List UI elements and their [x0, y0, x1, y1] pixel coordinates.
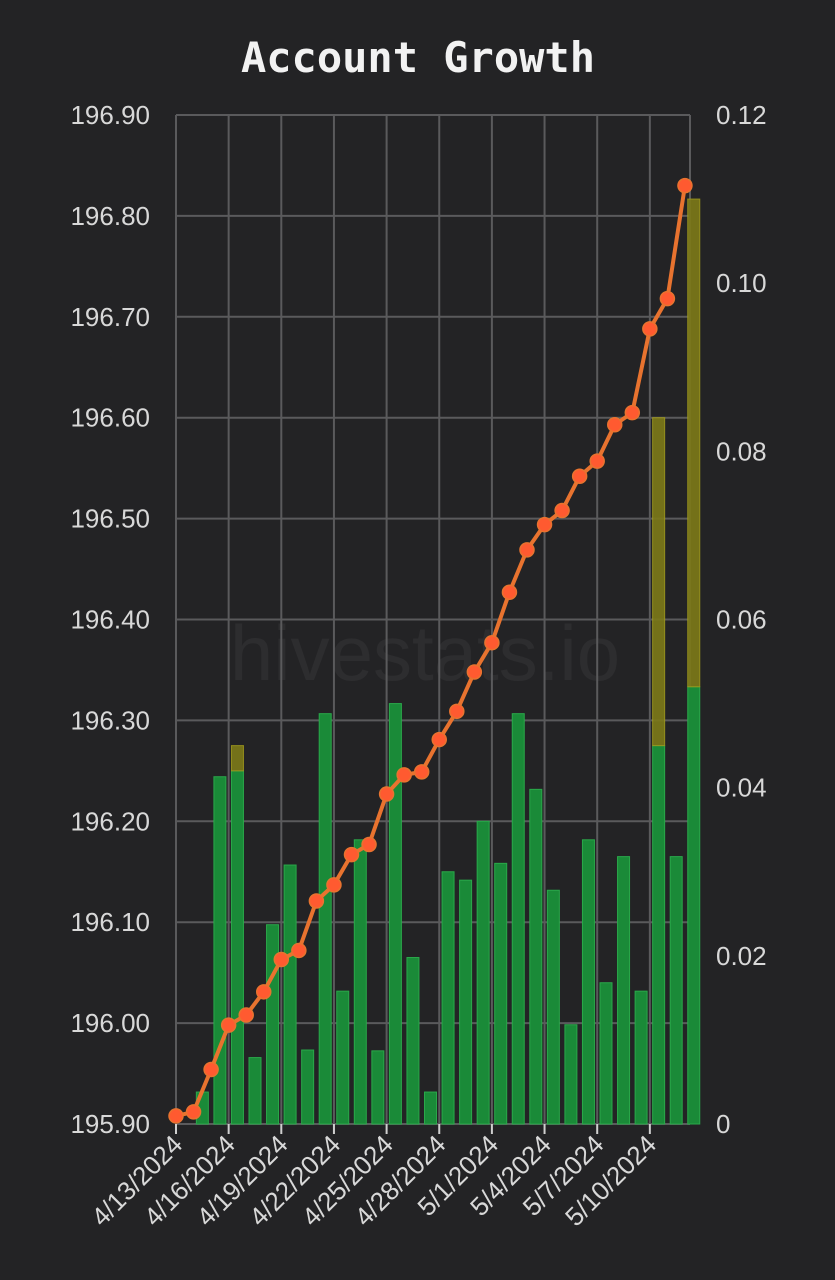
bar-green [634, 990, 648, 1125]
bar-green [511, 713, 525, 1125]
line-point [168, 1108, 184, 1124]
bar-green [687, 686, 701, 1125]
line-point [624, 404, 641, 421]
bar-green [301, 1049, 315, 1125]
line-point [466, 664, 483, 680]
line-series [168, 177, 693, 1124]
line-point [659, 290, 676, 307]
bar-green [459, 879, 473, 1125]
x-axis: 4/13/20244/16/20244/19/20244/22/20244/25… [85, 1124, 662, 1232]
left-axis: 196.90 196.80 196.70 196.60 196.50 196.40 196.… [70, 100, 150, 1139]
bar-green [669, 856, 683, 1125]
line-point [501, 584, 518, 601]
bar-yellow [687, 198, 701, 688]
bar-yellow [652, 417, 666, 747]
line-point [291, 942, 307, 959]
grid [175, 114, 691, 1125]
bar-green [599, 982, 613, 1125]
left-tick-label: 196.20 [70, 806, 150, 836]
line-point [378, 786, 395, 802]
bar-green [388, 703, 402, 1125]
right-tick-label: 0.12 [716, 100, 767, 130]
bar-green [529, 788, 543, 1125]
line-point [308, 893, 325, 909]
chart-title: Account Growth [241, 33, 595, 82]
right-tick-label: 0.10 [716, 268, 767, 298]
bar-green [652, 745, 666, 1125]
left-tick-label: 196.00 [70, 1008, 150, 1038]
left-tick-label: 196.60 [70, 403, 150, 433]
line-point [326, 877, 342, 893]
line-point [185, 1104, 202, 1120]
right-tick-label: 0.06 [716, 605, 767, 635]
left-tick-label: 196.30 [70, 705, 150, 735]
right-tick-label: 0 [716, 1109, 730, 1139]
bar-green [266, 924, 280, 1125]
bar-green [336, 990, 350, 1125]
line-point [642, 321, 658, 337]
left-tick-label: 196.10 [70, 907, 150, 937]
bar-green [406, 957, 420, 1125]
bar-green [581, 839, 595, 1125]
right-tick-label: 0.04 [716, 773, 767, 803]
line-point [238, 1007, 254, 1023]
bar-green [494, 862, 508, 1125]
line-point [396, 767, 412, 783]
left-tick-label: 196.70 [70, 302, 150, 332]
line-point [203, 1061, 219, 1078]
line-point [536, 516, 553, 533]
line-point [519, 542, 535, 558]
line-point [431, 731, 447, 748]
bar-green [617, 856, 631, 1125]
bar-series [195, 198, 701, 1125]
line-point [343, 846, 360, 863]
left-tick-label: 196.80 [70, 201, 150, 231]
right-tick-label: 0.08 [716, 436, 767, 466]
line-point [256, 984, 272, 1000]
line-point [220, 1017, 237, 1033]
line-point [677, 177, 693, 194]
bar-green [371, 1050, 385, 1125]
line-point [361, 836, 377, 853]
left-tick-label: 196.90 [70, 100, 150, 130]
bar-green [283, 864, 297, 1125]
bar-green [564, 1024, 578, 1125]
left-tick-label: 196.50 [70, 504, 150, 534]
line-point [413, 764, 430, 780]
bar-green [353, 839, 367, 1125]
right-axis: 0.12 0.10 0.08 0.06 0.04 0.02 0 [716, 100, 767, 1139]
line-point [571, 468, 588, 484]
line-point [554, 502, 570, 519]
line-point [273, 951, 290, 968]
bar-green [546, 889, 560, 1125]
line-point [484, 634, 500, 651]
left-tick-label: 195.90 [70, 1109, 150, 1139]
bar-green [441, 871, 455, 1125]
bar-green [248, 1057, 262, 1125]
watermark: hivestats.io [230, 609, 620, 697]
right-tick-label: 0.02 [716, 941, 767, 971]
bar-green [318, 713, 332, 1125]
bar-green [476, 820, 490, 1125]
bar-green [424, 1091, 437, 1125]
bar-green [230, 770, 244, 1125]
left-tick-label: 196.40 [70, 605, 150, 635]
line-point [607, 417, 623, 433]
bar-yellow [230, 745, 244, 772]
line-point [589, 453, 605, 469]
line-point [449, 703, 465, 720]
